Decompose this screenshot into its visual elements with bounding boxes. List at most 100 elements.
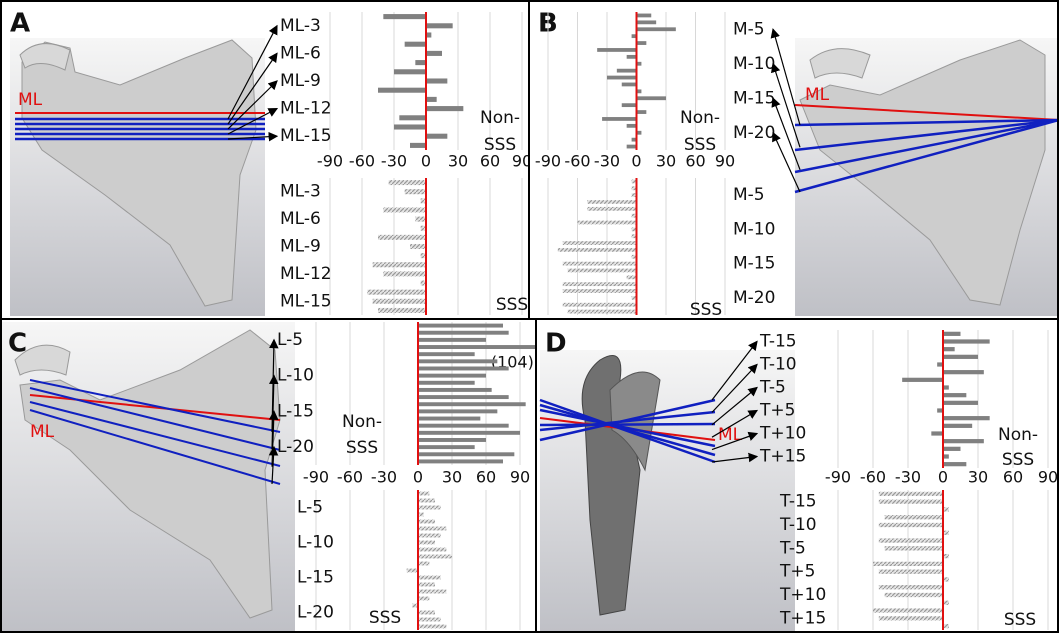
bar [587,207,636,211]
bar [418,402,526,406]
bar [418,506,441,510]
bar [418,395,509,399]
bone-c [2,322,295,632]
category-label: T+15 [779,608,826,628]
category-label: L-5 [277,330,303,350]
category-label: M-10 [733,219,775,239]
category-label: T-10 [779,515,817,535]
bar [943,416,990,420]
category-label: M-5 [733,185,765,205]
x-tick-label: 60 [476,468,496,487]
bar [418,625,446,629]
bar [418,611,435,615]
x-tick-label: -90 [303,468,329,487]
x-tick-label: -30 [381,152,407,171]
x-tick-label: 0 [938,468,948,487]
category-label: ML-15 [280,126,332,146]
bar [627,124,637,128]
category-label: T+5 [759,401,795,421]
bar [373,262,426,267]
bar [597,48,636,52]
category-label: ML-12 [280,264,332,284]
x-tick-label: 90 [715,152,735,171]
bar [418,388,492,392]
category-label: M-15 [733,254,775,274]
bar [418,583,435,587]
panel-letter: D [545,329,567,359]
bar [637,20,657,24]
x-tick-label: 90 [1038,468,1058,487]
bar [943,424,972,428]
bar [637,110,647,114]
x-tick-label: 0 [421,152,431,171]
bar [637,96,667,100]
bar [383,207,426,212]
bar [563,303,637,307]
category-label: M-20 [733,288,775,308]
x-tick-label: -90 [317,152,343,171]
category-label: ML-6 [280,43,321,63]
bar [563,241,637,245]
x-tick-label: -90 [825,468,851,487]
bar [885,593,943,597]
bar [418,409,497,413]
x-tick-label: -90 [535,152,561,171]
bar [563,282,637,286]
bar [578,221,637,225]
bar [383,271,426,276]
bar [879,538,943,542]
x-tick-label: 30 [968,468,988,487]
bar [415,217,426,222]
group-label: SSS [346,438,378,458]
category-label: T+15 [759,447,806,467]
bar [426,97,437,102]
bar [418,367,509,371]
bar [418,597,429,601]
category-label: T+10 [759,424,806,444]
category-label: L-20 [297,603,334,623]
bar [873,562,943,566]
bar [389,180,426,185]
bone-d [540,350,795,632]
bar [378,308,426,313]
bar [558,248,637,252]
bar [627,145,637,149]
bar [943,401,978,405]
bar [407,569,418,573]
bar [405,42,426,47]
bar [405,189,426,194]
category-label: M-20 [733,123,775,143]
category-label: ML-3 [280,182,321,202]
bar [879,500,943,504]
bar [943,439,984,443]
bar [943,370,984,374]
bar [568,269,637,273]
bar [418,359,497,363]
bar [568,310,637,314]
x-tick-label: 30 [442,468,462,487]
bar [418,541,435,545]
bar [943,347,955,351]
group-label: SSS [1002,450,1034,470]
group-label: Non- [342,412,382,432]
chart: L-5L-10L-15L-20SSS [297,490,520,630]
bar [394,69,426,74]
bar [602,117,636,121]
category-label: ML-9 [280,237,321,257]
category-label: L-15 [297,568,334,588]
bar [418,338,486,342]
category-label: T-10 [759,355,797,375]
x-tick-label: -30 [895,468,921,487]
bar [410,143,426,148]
category-label: L-5 [297,498,323,518]
bar [418,431,520,435]
category-label: T-5 [779,538,806,558]
category-label: L-10 [297,533,334,553]
category-label: T-5 [759,378,786,398]
bar [415,60,426,65]
bar [418,424,509,428]
bar [418,576,441,580]
bar [587,200,636,204]
bone-a [10,38,265,316]
bar [943,339,990,343]
